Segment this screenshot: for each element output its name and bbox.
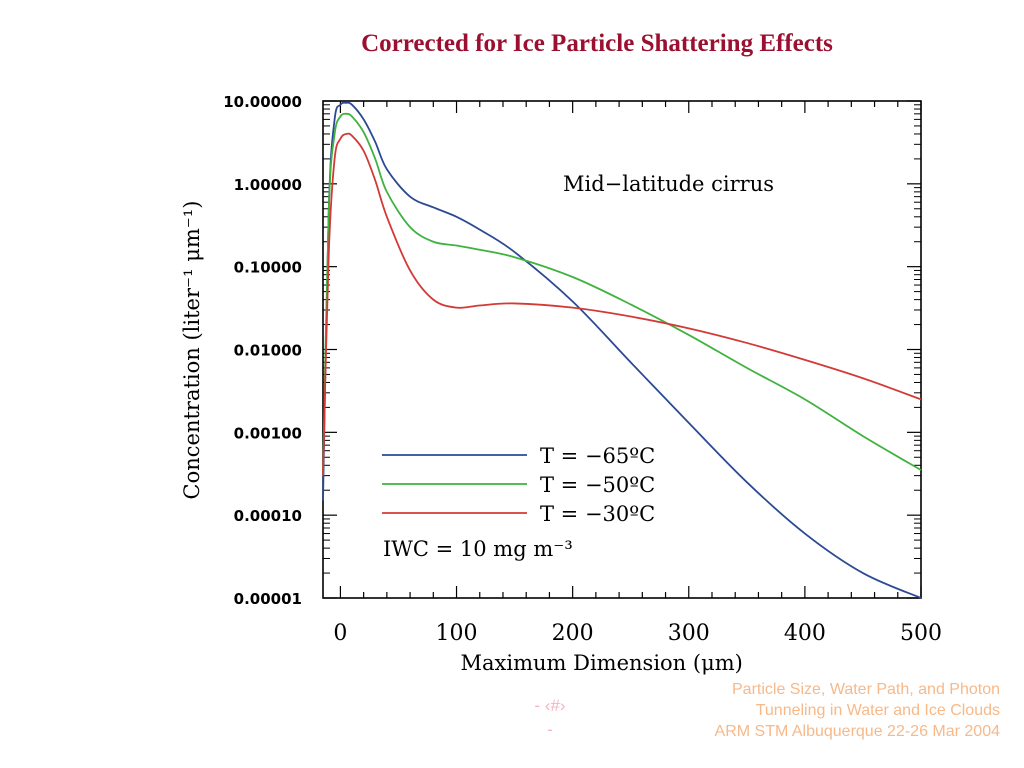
y-tick-label: 0.10000 <box>234 259 302 277</box>
y-tick-label: 0.00001 <box>234 590 302 608</box>
slide-title: Corrected for Ice Particle Shattering Ef… <box>361 30 833 57</box>
x-tick-label: 500 <box>900 621 942 646</box>
series-line-1 <box>322 101 922 599</box>
x-tick-label: 0 <box>333 621 347 646</box>
x-tick-label: 100 <box>436 621 478 646</box>
chart-annotation: Mid−latitude cirrus <box>563 172 774 196</box>
footer-line-2: Tunneling in Water and Ice Clouds <box>755 702 1000 719</box>
footer-line-1: Particle Size, Water Path, and Photon <box>732 681 1000 698</box>
y-tick-label: 0.00100 <box>234 424 302 442</box>
slide-number: - ‹#› - <box>510 694 590 742</box>
y-tick-label: 0.00010 <box>234 507 302 525</box>
series-line-3 <box>322 132 922 476</box>
x-tick-label: 200 <box>552 621 594 646</box>
x-tick-label: 300 <box>668 621 710 646</box>
series-lines <box>322 101 922 599</box>
legend-label-2: T = −50ºC <box>540 473 655 497</box>
legend-label-1: T = −65ºC <box>540 444 655 468</box>
chart-text: 0 100 200 300 400 500 10.00000 1.00000 0.10000 0.… <box>180 93 942 675</box>
series-line-2 <box>322 112 922 476</box>
footer-text: Particle Size, Water Path, and Photon Tu… <box>715 679 1000 742</box>
x-axis-label: Maximum Dimension (μm) <box>461 651 743 675</box>
y-tick-label: 0.01000 <box>234 342 302 360</box>
iwc-label: IWC = 10 mg m⁻³ <box>383 537 573 561</box>
slide-number-dash: - <box>547 720 553 739</box>
footer-line-3: ARM STM Albuquerque 22-26 Mar 2004 <box>714 723 1000 740</box>
y-tick-label: 10.00000 <box>223 93 302 111</box>
y-axis-label: Concentration (liter⁻¹ μm⁻¹) <box>180 201 204 500</box>
y-tick-label: 1.00000 <box>234 176 302 194</box>
legend-label-3: T = −30ºC <box>540 502 655 526</box>
x-tick-label: 400 <box>784 621 826 646</box>
slide-number-label: - ‹#› <box>534 696 566 715</box>
